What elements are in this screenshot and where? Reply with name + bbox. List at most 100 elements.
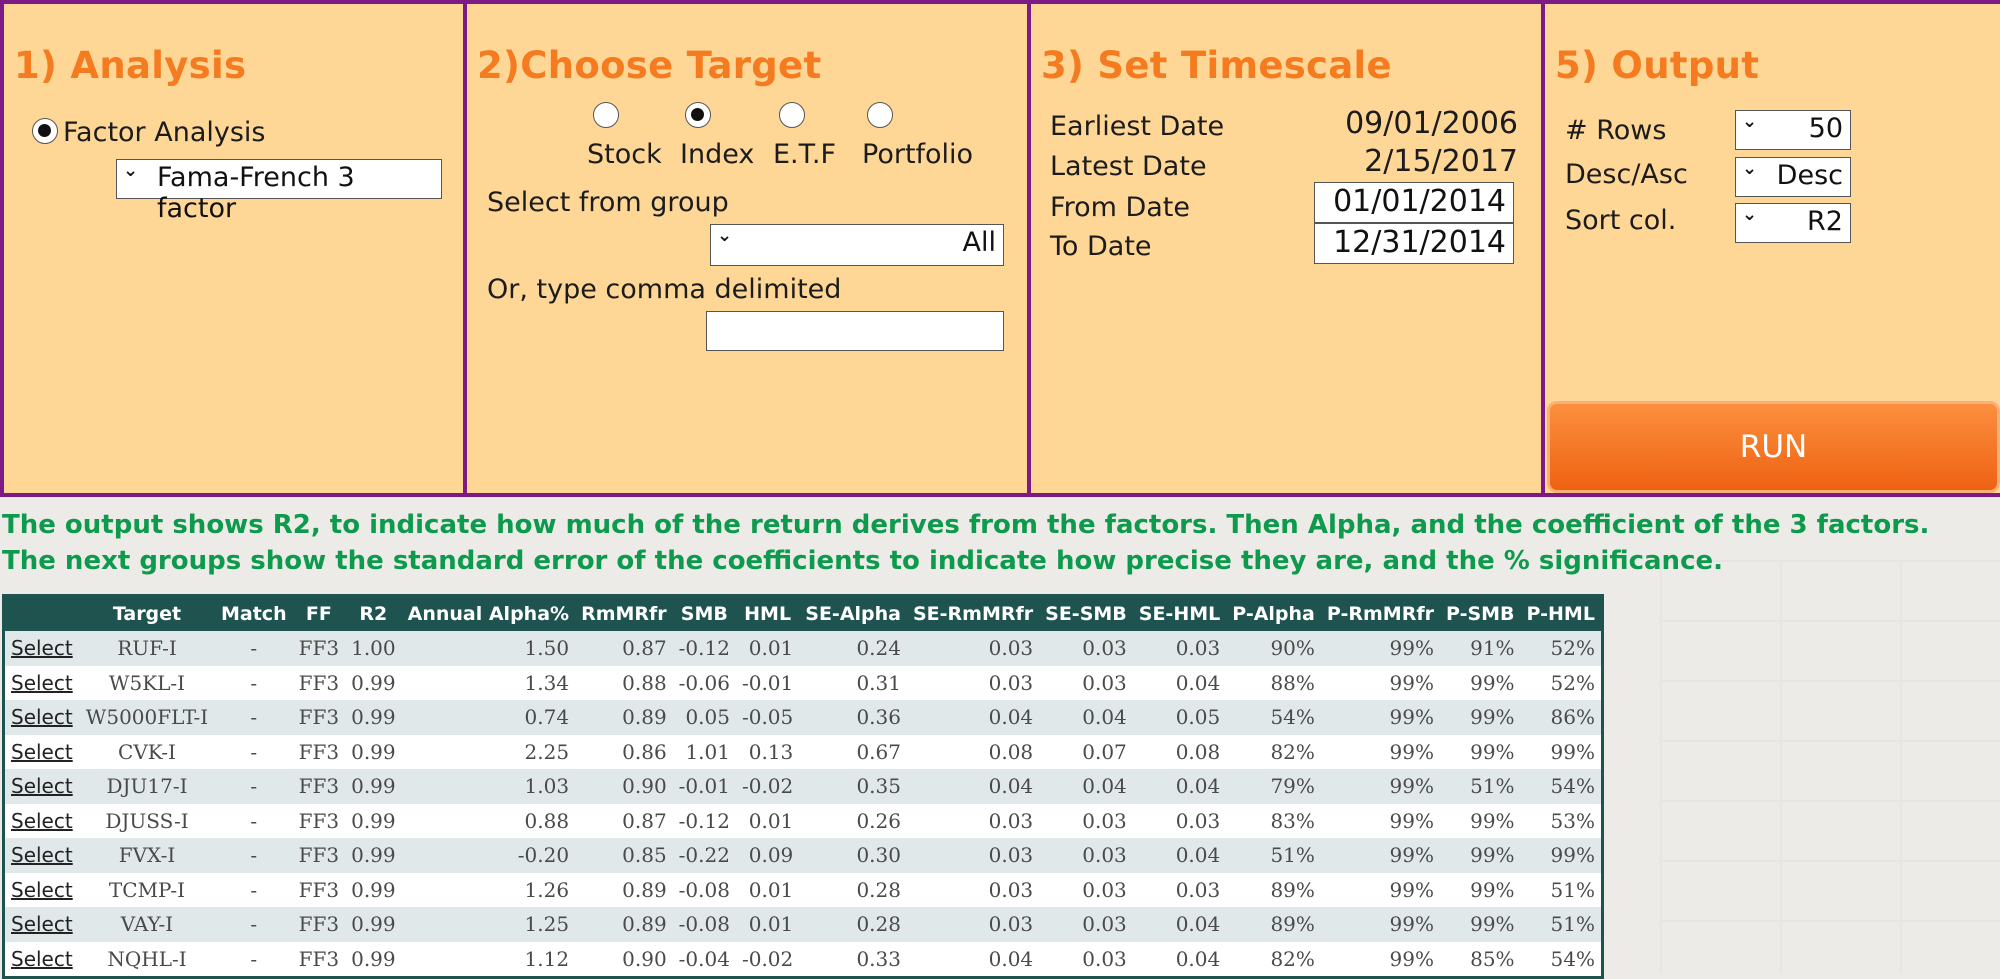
cell-select-link[interactable]: Select	[3, 769, 79, 804]
col-header-smb[interactable]: SMB	[672, 595, 736, 631]
cell-annual-alpha: 1.12	[401, 941, 576, 978]
cell-match: -	[215, 838, 293, 873]
sort-label: Sort col.	[1565, 205, 1677, 236]
output-title: 5) Output	[1555, 44, 1760, 87]
cell-p-hml: 86%	[1520, 700, 1603, 735]
cell-p-smb: 99%	[1439, 665, 1521, 700]
rows-select[interactable]: ⌄ 50	[1735, 110, 1851, 150]
cell-select-link[interactable]: Select	[3, 631, 79, 666]
results-table: Target Match FF R2 Annual Alpha% RmMRfr …	[2, 594, 1604, 979]
col-header-ff[interactable]: FF	[292, 595, 346, 631]
cell-select-link[interactable]: Select	[3, 907, 79, 942]
cell-p-smb: 99%	[1439, 838, 1521, 873]
cell-se-hml: 0.04	[1132, 838, 1227, 873]
cell-se-smb: 0.03	[1039, 631, 1133, 666]
cell-annual-alpha: -0.20	[401, 838, 576, 873]
type-label: Or, type comma delimited	[487, 274, 842, 305]
group-select[interactable]: ⌄ All	[710, 224, 1004, 266]
order-select[interactable]: ⌄ Desc	[1735, 157, 1851, 197]
col-header-r2[interactable]: R2	[345, 595, 402, 631]
run-button[interactable]: RUN	[1547, 401, 2000, 493]
cell-target: TCMP-I	[79, 872, 215, 907]
cell-hml: 0.13	[735, 734, 800, 769]
col-header-target[interactable]: Target	[79, 595, 215, 631]
cell-p-rmmrfr: 99%	[1320, 700, 1440, 735]
cell-p-alpha: 82%	[1226, 734, 1321, 769]
col-header-select	[3, 595, 79, 631]
factor-analysis-radio[interactable]	[32, 118, 58, 144]
cell-rmmrfr: 0.88	[575, 665, 673, 700]
col-header-annual-alpha[interactable]: Annual Alpha%	[401, 595, 576, 631]
cell-se-rmmrfr: 0.04	[906, 769, 1040, 804]
cell-target: DJU17-I	[79, 769, 215, 804]
cell-rmmrfr: 0.87	[575, 803, 673, 838]
etf-label: E.T.F	[773, 139, 837, 170]
sort-select[interactable]: ⌄ R2	[1735, 203, 1851, 243]
cell-r2: 0.99	[345, 941, 402, 978]
from-date-input[interactable]: 01/01/2014	[1314, 182, 1514, 223]
cell-smb: -0.22	[672, 838, 736, 873]
cell-select-link[interactable]: Select	[3, 872, 79, 907]
col-header-se-rmmrfr[interactable]: SE-RmMRfr	[906, 595, 1040, 631]
col-header-se-smb[interactable]: SE-SMB	[1039, 595, 1133, 631]
cell-p-rmmrfr: 99%	[1320, 665, 1440, 700]
latest-date-label: Latest Date	[1050, 151, 1207, 182]
index-radio[interactable]	[685, 102, 711, 128]
cell-ff: FF3	[292, 803, 346, 838]
cell-select-link[interactable]: Select	[3, 665, 79, 700]
etf-radio[interactable]	[779, 102, 805, 128]
rows-label: # Rows	[1565, 115, 1667, 146]
portfolio-radio[interactable]	[867, 102, 893, 128]
sort-select-value: R2	[1807, 206, 1843, 237]
cell-se-rmmrfr: 0.08	[906, 734, 1040, 769]
cell-r2: 1.00	[345, 631, 402, 666]
rows-select-value: 50	[1808, 113, 1843, 144]
col-header-p-alpha[interactable]: P-Alpha	[1226, 595, 1321, 631]
table-row: Select FVX-I - FF3 0.99 -0.20 0.85 -0.22 0.09 0.3…	[3, 838, 1603, 873]
cell-r2: 0.99	[345, 872, 402, 907]
model-select[interactable]: ⌄ Fama-French 3 factor	[116, 159, 442, 224]
cell-select-link[interactable]: Select	[3, 803, 79, 838]
col-header-rmmrfr[interactable]: RmMRfr	[575, 595, 673, 631]
cell-select-link[interactable]: Select	[3, 838, 79, 873]
cell-r2: 0.99	[345, 700, 402, 735]
cell-se-rmmrfr: 0.04	[906, 700, 1040, 735]
type-input[interactable]	[706, 311, 1004, 351]
cell-rmmrfr: 0.87	[575, 631, 673, 666]
cell-rmmrfr: 0.89	[575, 700, 673, 735]
cell-select-link[interactable]: Select	[3, 700, 79, 735]
cell-se-rmmrfr: 0.03	[906, 665, 1040, 700]
col-header-se-hml[interactable]: SE-HML	[1132, 595, 1227, 631]
stock-label: Stock	[587, 139, 662, 170]
cell-p-rmmrfr: 99%	[1320, 734, 1440, 769]
col-header-p-rmmrfr[interactable]: P-RmMRfr	[1320, 595, 1440, 631]
chevron-down-icon: ⌄	[717, 225, 733, 246]
cell-hml: 0.01	[735, 803, 800, 838]
to-date-input[interactable]: 12/31/2014	[1314, 223, 1514, 264]
cell-target: VAY-I	[79, 907, 215, 942]
cell-p-hml: 52%	[1520, 631, 1603, 666]
cell-se-smb: 0.03	[1039, 907, 1133, 942]
cell-p-smb: 99%	[1439, 700, 1521, 735]
cell-se-alpha: 0.26	[799, 803, 907, 838]
col-header-match[interactable]: Match	[215, 595, 293, 631]
cell-hml: -0.02	[735, 769, 800, 804]
table-row: Select VAY-I - FF3 0.99 1.25 0.89 -0.08 0.01 0.28…	[3, 907, 1603, 942]
cell-smb: -0.12	[672, 803, 736, 838]
col-header-p-smb[interactable]: P-SMB	[1439, 595, 1521, 631]
cell-se-hml: 0.03	[1132, 803, 1227, 838]
cell-p-rmmrfr: 99%	[1320, 907, 1440, 942]
col-header-p-hml[interactable]: P-HML	[1520, 595, 1603, 631]
analysis-panel: 1) Analysis Factor Analysis ⌄ Fama-Frenc…	[0, 0, 467, 497]
stock-radio[interactable]	[593, 102, 619, 128]
cell-select-link[interactable]: Select	[3, 734, 79, 769]
col-header-se-alpha[interactable]: SE-Alpha	[799, 595, 907, 631]
cell-se-alpha: 0.30	[799, 838, 907, 873]
cell-rmmrfr: 0.90	[575, 941, 673, 978]
cell-r2: 0.99	[345, 907, 402, 942]
cell-select-link[interactable]: Select	[3, 941, 79, 978]
timescale-title: 3) Set Timescale	[1041, 44, 1392, 87]
col-header-hml[interactable]: HML	[735, 595, 800, 631]
from-date-value: 01/01/2014	[1333, 184, 1506, 219]
cell-se-rmmrfr: 0.03	[906, 838, 1040, 873]
